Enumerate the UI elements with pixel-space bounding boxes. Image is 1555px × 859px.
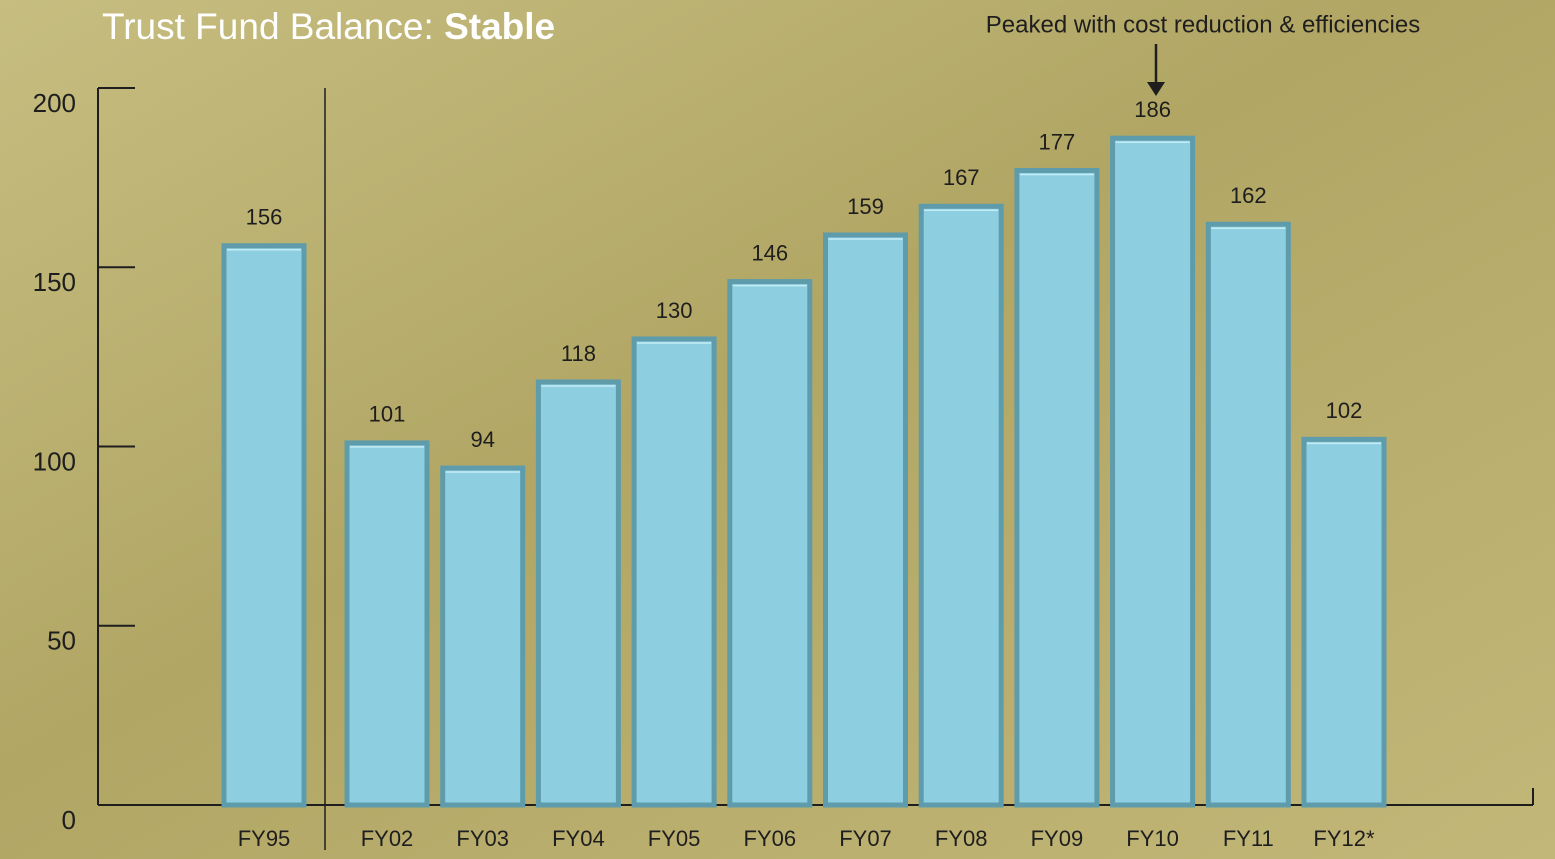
- value-label: 186: [1134, 97, 1171, 122]
- y-tick-label: 200: [33, 88, 76, 118]
- title-emphasis: Stable: [444, 6, 555, 47]
- title-main: Trust Fund Balance:: [102, 6, 434, 47]
- annotation-arrowhead: [1147, 82, 1165, 96]
- x-tick-label: FY05: [648, 826, 701, 851]
- x-tick-label: FY08: [935, 826, 988, 851]
- x-tick-label: FY10: [1126, 826, 1179, 851]
- x-tick-label: FY03: [456, 826, 509, 851]
- bar: [440, 465, 526, 808]
- x-tick-label: FY02: [361, 826, 414, 851]
- x-tick-label: FY12*: [1313, 826, 1375, 851]
- y-tick-label: 150: [33, 267, 76, 297]
- y-tick-label: 0: [62, 805, 76, 835]
- value-label: 146: [751, 240, 788, 265]
- x-tick-label: FY07: [839, 826, 892, 851]
- annotation: Peaked with cost reduction & efficiencie…: [986, 11, 1420, 38]
- value-label: 101: [369, 402, 406, 427]
- value-label: 102: [1326, 398, 1363, 423]
- bar: [1301, 436, 1387, 808]
- bar: [221, 243, 307, 808]
- x-tick-label: FY04: [552, 826, 605, 851]
- y-tick-label: 100: [33, 446, 76, 476]
- bar: [1110, 135, 1196, 808]
- bar: [727, 279, 813, 808]
- bar: [631, 336, 717, 808]
- chart-title: Trust Fund Balance: Stable: [102, 6, 555, 47]
- value-label: 159: [847, 194, 884, 219]
- y-tick-label: 50: [47, 626, 76, 656]
- value-label: 94: [470, 427, 494, 452]
- bar: [344, 440, 430, 808]
- value-label: 167: [943, 165, 980, 190]
- bar: [823, 232, 908, 808]
- value-label: 177: [1039, 129, 1076, 154]
- bar: [1205, 221, 1291, 808]
- value-label: 118: [561, 341, 596, 366]
- x-tick-label: FY11: [1223, 826, 1274, 851]
- value-label: 130: [656, 298, 693, 323]
- x-tick-label: FY06: [744, 826, 797, 851]
- value-label: 162: [1230, 183, 1267, 208]
- x-tick-label: FY09: [1031, 826, 1084, 851]
- bar: [535, 379, 621, 808]
- value-label: 156: [246, 205, 283, 230]
- bar: [1014, 167, 1100, 808]
- bar: [918, 203, 1004, 808]
- x-tick-label: FY95: [238, 826, 291, 851]
